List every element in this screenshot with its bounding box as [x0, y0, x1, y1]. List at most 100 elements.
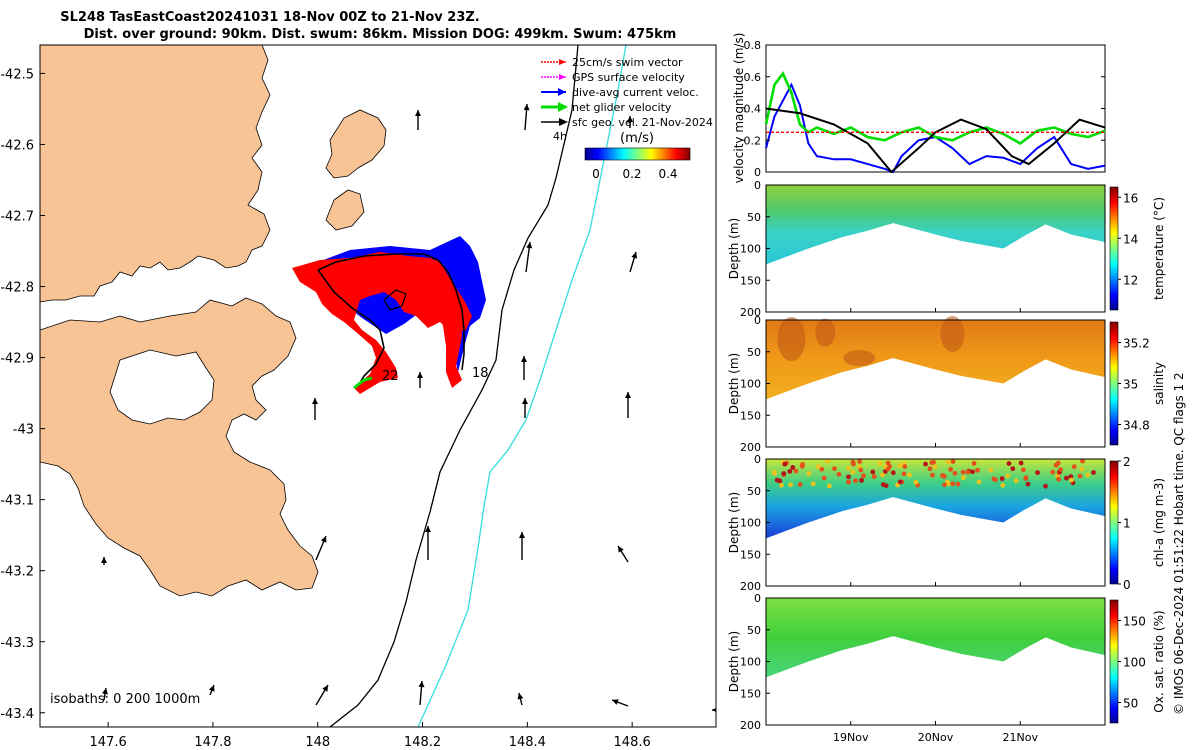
colorbar-tick-label: 2 — [1123, 455, 1131, 469]
chl-sample — [1013, 478, 1019, 484]
colorbar-tick: 0.2 — [622, 167, 641, 181]
chl-sample — [907, 472, 912, 478]
map-panel: 22 18 -42.5-42.6-42.7-42.8-42.9-43-43.1-… — [0, 44, 717, 750]
colorbar-unit-label: (m/s) — [620, 131, 654, 146]
svg-text:sfc geo. vel. 21-Nov-2024: sfc geo. vel. 21-Nov-2024 — [572, 116, 713, 129]
sfc-geo-arrow — [617, 545, 629, 563]
colorbar-label: temperature (°C) — [1152, 197, 1166, 300]
legend-item-gps-velocity: GPS surface velocity — [541, 71, 685, 84]
colorbar-tick-label: 12 — [1123, 273, 1138, 287]
track-label-18: 18 — [472, 366, 489, 381]
chl-sample — [871, 474, 877, 479]
chl-sample — [1079, 466, 1085, 472]
chl-sample — [1056, 476, 1062, 482]
map-lat-tick-label: -42.9 — [0, 352, 34, 367]
depth-tick-label: 200 — [740, 306, 761, 319]
chl-sample — [885, 466, 891, 472]
net-glider-velocity-end — [353, 376, 373, 390]
chl-sample — [988, 467, 994, 473]
section-data-region — [766, 459, 1105, 539]
land-maria-island-north — [325, 109, 387, 179]
chl-sample — [942, 482, 947, 488]
section-colorbar — [1109, 186, 1119, 311]
figure-title-line2: Dist. over ground: 90km. Dist. swum: 86k… — [83, 27, 677, 42]
chl-sample — [850, 469, 856, 475]
sfc-geo-arrow — [519, 532, 525, 560]
sfc-geo-arrow — [522, 398, 528, 418]
depth-tick-label: 150 — [740, 548, 761, 561]
sfc-geo-arrow — [521, 356, 527, 380]
map-lat-tick-label: -43.3 — [0, 636, 34, 651]
legend-item-sfc-geo-velocity: sfc geo. vel. 21-Nov-2024 — [541, 116, 713, 129]
velocity-y-ticks: 0 0.2 0.4 0.6 0.8 — [744, 39, 1105, 179]
velocity-tick-label: 0.2 — [744, 134, 762, 147]
svg-text:GPS surface velocity: GPS surface velocity — [572, 71, 685, 84]
map-lat-tick-label: -42.8 — [0, 281, 34, 296]
section-colorbar — [1109, 599, 1119, 724]
chl-sample — [929, 460, 935, 465]
map-lon-ticks: 147.6 147.8 148 148.2 148.4 148.6 — [90, 722, 651, 750]
glider-track: 22 18 — [292, 236, 489, 394]
chl-sample — [772, 469, 777, 475]
section-colorbar — [1109, 460, 1119, 585]
map-lat-tick-label: -42.6 — [0, 138, 34, 153]
depth-axis-label: Depth (m) — [727, 353, 741, 414]
colorbar-label: Ox. sat. ratio (%) — [1152, 610, 1166, 712]
chl-sample — [1043, 483, 1048, 489]
depth-tick-label: 150 — [740, 687, 761, 700]
section-data-region — [766, 320, 1105, 400]
chl-sample — [846, 466, 852, 471]
chl-sample — [797, 482, 803, 487]
sfc-geo-arrow — [102, 687, 108, 701]
colorbar-tick-label: 0 — [1123, 578, 1131, 592]
section-colorbar — [1109, 321, 1119, 446]
salinity-patch — [815, 318, 836, 347]
depth-tick-label: 200 — [740, 719, 761, 732]
chl-sample — [1035, 470, 1040, 475]
colorbar-tick: 0.4 — [658, 167, 677, 181]
depth-tick-label: 50 — [747, 211, 761, 224]
chl-sample — [971, 461, 977, 466]
speed-colorbar — [584, 147, 691, 161]
figure-title-line1: SL248 TasEastCoast20241031 18-Nov 00Z to… — [60, 10, 480, 25]
chl-sample — [897, 463, 903, 468]
depth-tick-label: 0 — [754, 314, 761, 327]
depth-tick-label: 100 — [740, 378, 761, 391]
chl-sample — [952, 470, 958, 476]
map-lat-tick-label: -42.7 — [0, 210, 34, 225]
sfc-geo-arrow — [415, 110, 421, 130]
chl-sample — [858, 467, 864, 473]
chl-sample — [930, 472, 935, 478]
chl-sample — [885, 460, 891, 466]
chl-sample — [960, 469, 966, 475]
sfc-geo-arrow — [312, 398, 318, 420]
chl-sample — [1018, 460, 1024, 466]
chl-sample — [1050, 469, 1056, 475]
map-lon-tick-label: 148.2 — [404, 735, 441, 750]
chl-sample — [1069, 477, 1074, 483]
map-lat-ticks: -42.5 -42.6 -42.7 -42.8 -42.9 -43 -43.1 -43.2 -4… — [0, 67, 45, 722]
chl-sample — [788, 482, 794, 488]
swim-vector-swath — [292, 252, 472, 394]
velocity-lines — [764, 71, 1106, 174]
chl-sample — [859, 477, 864, 483]
chl-sample — [901, 471, 907, 477]
chl-sample — [932, 464, 938, 470]
chl-sample — [946, 459, 951, 465]
section-panel-temperature: 0 50 100 150 200 Depth (m) 12 14 16 temperature (… — [727, 179, 1166, 319]
chl-sample — [826, 483, 832, 489]
depth-axis-label: Depth (m) — [727, 492, 741, 553]
map-lat-tick-label: -43.1 — [0, 494, 34, 509]
depth-tick-label: 100 — [740, 243, 761, 256]
sfc-geo-arrow — [425, 526, 431, 560]
sfc-geo-arrow — [629, 251, 638, 273]
chl-sample — [861, 473, 866, 479]
salinity-patch — [940, 315, 965, 352]
chl-sample — [853, 478, 858, 484]
chl-sample — [777, 478, 783, 484]
map-legend: 25cm/s swim vector GPS surface velocity … — [541, 56, 713, 181]
velocity-series-net-glider-velocity — [764, 71, 1106, 145]
map-lon-tick-label: 147.6 — [90, 735, 127, 750]
chl-sample — [806, 471, 812, 476]
chl-sample — [902, 464, 908, 469]
